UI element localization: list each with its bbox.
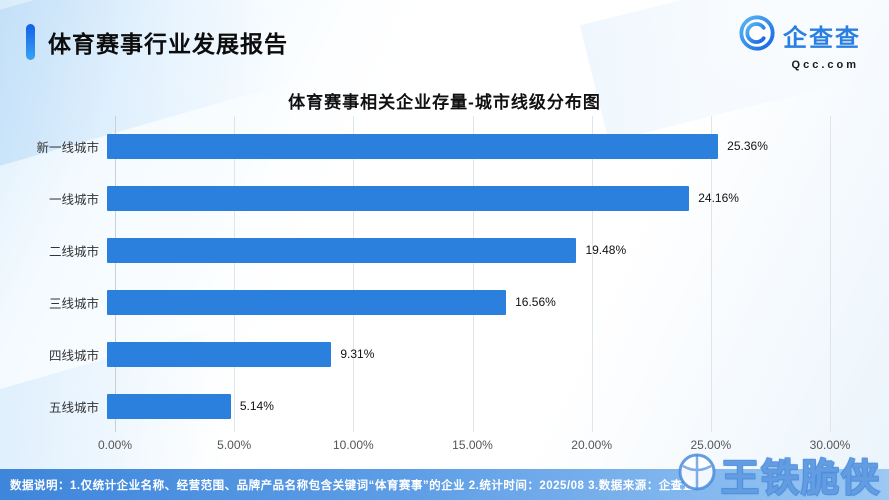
chart-row: 新一线城市 25.36% (14, 120, 830, 172)
watermark-ball-icon (677, 452, 717, 497)
bar (107, 393, 231, 419)
x-tick-label: 0.00% (97, 438, 133, 452)
page-title: 体育赛事行业发展报告 (48, 31, 288, 57)
gridline (591, 116, 593, 432)
x-axis-ticks: 0.00% 5.00% 10.00% 15.00% 20.00% 25.00% 30.00% (98, 438, 850, 454)
data-notes: 数据说明：1.仅统计企业名称、经营范围、品牌产品名称包含关键词“体育赛事”的企业… (10, 479, 695, 492)
category-label: 四线城市 (48, 348, 99, 363)
chart-row: 一线城市 24.16% (14, 172, 830, 224)
qcc-domain-text: Qcc.com (791, 59, 859, 71)
value-label: 5.14% (239, 399, 274, 413)
bar-chart: 新一线城市 25.36% 一线城市 24.16% 二线城市 19.48% 三线城市 16.56… (14, 116, 850, 454)
value-label: 16.56% (515, 295, 556, 309)
category-label: 新一线城市 (36, 140, 99, 155)
watermark: 王铁脆侠 (677, 447, 881, 500)
chart-row: 三线城市 16.56% (14, 276, 830, 328)
value-label: 19.48% (585, 243, 627, 257)
gridline (472, 116, 474, 432)
bar (107, 289, 507, 315)
gridline (115, 116, 116, 432)
category-label: 一线城市 (48, 192, 99, 207)
x-tick-label: 20.00% (571, 438, 613, 452)
bar (107, 341, 332, 367)
chart-row: 五线城市 5.14% (14, 380, 830, 432)
chart-row: 四线城市 9.31% (14, 328, 830, 380)
x-tick-label: 25.00% (690, 438, 732, 452)
x-tick-label: 15.00% (452, 438, 493, 452)
qcc-logo: 企查查 Qcc.com (738, 14, 861, 71)
value-label: 9.31% (340, 347, 375, 361)
watermark-text: 王铁脆侠 (720, 457, 881, 500)
chart-row: 二线城市 19.48% (14, 224, 830, 276)
report-header: 体育赛事行业发展报告 (26, 24, 288, 60)
value-label: 25.36% (727, 139, 768, 153)
category-label: 二线城市 (48, 244, 99, 259)
gridline (830, 116, 831, 432)
gridline (710, 116, 712, 432)
bar (107, 185, 690, 211)
qcc-logo-text: 企查查 (783, 25, 861, 52)
x-tick-label: 5.00% (217, 438, 252, 452)
value-label: 24.16% (698, 191, 739, 205)
bar (107, 133, 719, 159)
title-accent-bar (26, 24, 35, 60)
footer-bar: 数据说明：1.仅统计企业名称、经营范围、品牌产品名称包含关键词“体育赛事”的企业… (0, 469, 889, 500)
qcc-logo-icon (738, 14, 776, 57)
x-tick-label: 10.00% (332, 438, 374, 452)
chart-gridlines (115, 116, 831, 432)
x-tick-label: 30.00% (809, 438, 851, 452)
bar (107, 237, 577, 263)
gridline (234, 116, 236, 432)
gridline (353, 116, 355, 432)
chart-title: 体育赛事相关企业存量-城市线级分布图 (288, 93, 601, 112)
category-label: 五线城市 (48, 400, 99, 415)
category-label: 三线城市 (48, 296, 99, 311)
